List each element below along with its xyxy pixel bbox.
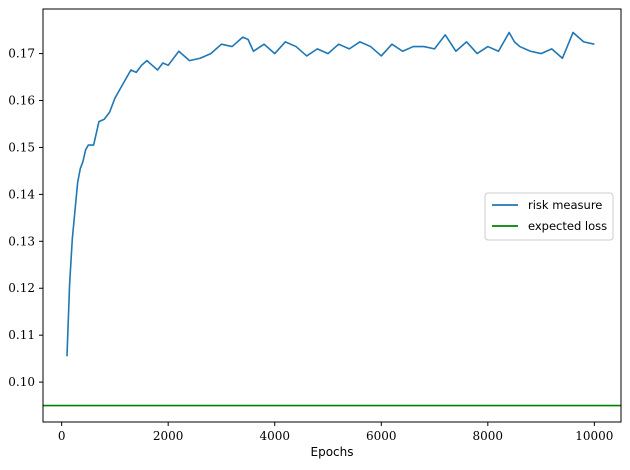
y-tick-label: 0.16 [8,94,35,108]
y-tick-label: 0.10 [8,375,35,389]
series-line-1 [66,31,595,357]
x-axis-label: Epochs [311,445,354,459]
y-axis: 0.10 0.11 0.12 0.13 0.14 0.15 0.16 0.17 [8,47,43,389]
x-tick-label: 8000 [473,429,504,443]
x-tick-label: 2000 [153,429,184,443]
legend: risk measure expected loss [484,192,614,241]
y-tick-label: 0.15 [8,140,35,154]
x-axis: 0 2000 4000 6000 8000 10000 [58,422,613,443]
y-tick-label: 0.12 [8,281,35,295]
x-tick-label: 6000 [366,429,397,443]
x-tick-label: 10000 [575,429,613,443]
y-tick-label: 0.14 [8,187,35,201]
x-tick-label: 0 [58,429,66,443]
y-tick-label: 0.13 [8,234,35,248]
y-tick-label: 0.11 [8,328,35,342]
legend-entry-label: expected loss [528,219,607,233]
y-tick-label: 0.17 [8,47,35,61]
axes-border [42,8,622,423]
legend-entry-label: risk measure [528,198,602,212]
x-tick-label: 4000 [259,429,290,443]
series-layer [43,31,621,407]
